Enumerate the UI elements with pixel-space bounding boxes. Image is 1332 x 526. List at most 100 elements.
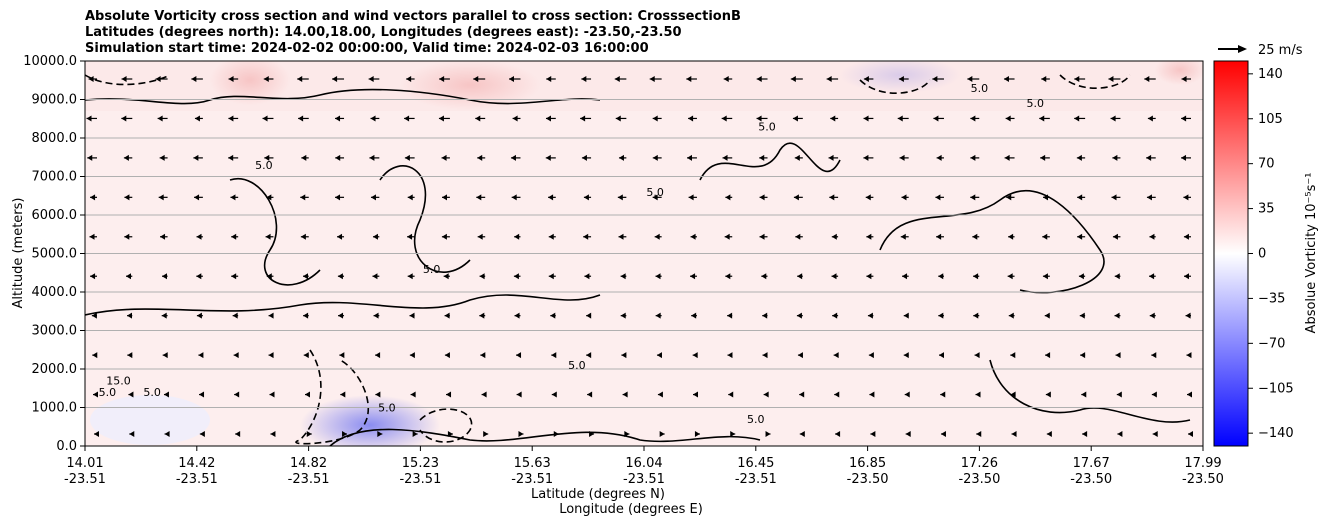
wind-vector-head [191,76,197,82]
wind-vector-head [194,115,200,122]
wind-vector-head [1005,115,1011,122]
wind-vector-head [765,431,771,437]
wind-vector-head [446,391,452,398]
wind-vector-head [1183,194,1189,201]
wind-vector-head [1181,76,1187,82]
wind-vector-head [828,154,834,161]
contour-label: 5.0 [971,82,989,95]
y-tick-label: 10000.0 [23,54,77,69]
wind-vector-head [972,233,978,240]
y-tick-label: 7000.0 [32,170,78,185]
wind-vector-head [263,76,269,82]
wind-vector-head [1081,391,1087,398]
wind-vector-head [370,194,376,201]
wind-vector-head [938,352,944,359]
contour-line [295,349,370,445]
wind-vector-head [123,154,129,161]
wind-vector-head [756,115,762,122]
wind-vector-head [866,233,872,240]
y-tick-label: 1000.0 [32,401,78,416]
wind-vector-head [970,154,976,161]
wind-vector-head [233,352,239,359]
wind-vector-head [617,194,623,201]
x-tick-label-longitude: -23.50 [847,472,889,487]
wind-vector-head [902,273,908,280]
wind-vector-head [792,115,798,122]
wind-vector-head [1080,352,1086,359]
wind-vector-head [933,115,939,122]
wind-vector-head [1183,233,1189,240]
wind-vector-head [1039,115,1045,122]
x-tick-label-longitude: -23.50 [1182,472,1224,487]
wind-vector-head [479,312,485,319]
wind-vector-head [1114,273,1120,280]
wind-vector-head [721,115,727,122]
x-tick-label-longitude: -23.51 [511,472,553,487]
wind-vector-head [268,312,274,319]
wind-vector-head [126,273,132,280]
wind-vector-head [652,154,658,161]
wind-vector-head [830,115,836,122]
contour-label: 5.0 [378,401,396,414]
wind-vector-head [409,312,415,319]
wind-vector-head [337,233,343,240]
wind-vector-head [1044,312,1050,319]
wind-vector-head [518,431,524,437]
wind-vector-head [688,194,694,201]
wind-vector-head [970,115,976,122]
contour-label: 5.0 [568,359,586,372]
wind-vector-head [198,352,204,359]
wind-vector-head [725,194,731,201]
wind-vector-head [368,76,374,82]
colorbar-tick-label: −105 [1258,381,1294,396]
wind-vector-head [1042,233,1048,240]
wind-vector-head [687,154,693,161]
wind-vector-head [232,312,238,319]
wind-vector-head [692,391,698,398]
wind-vector-head [1008,312,1014,319]
wind-vector-head [1185,312,1191,319]
wind-vector-head [834,391,840,398]
wind-vector-head [302,273,308,280]
wind-vector-head [298,115,304,122]
wind-vector-head [976,431,982,437]
wind-vector-head [553,431,559,437]
wind-vector-head [548,194,554,201]
wind-vector-head [973,273,979,280]
wind-vector-head [163,391,169,398]
wind-vector-head [124,194,130,201]
wind-vector-head [157,115,163,122]
wind-vector-head [337,273,343,280]
wind-vector-head [938,312,944,319]
wind-vector-head [438,115,444,122]
contour-label: 5.0 [1027,97,1045,110]
wind-vector-head [1181,154,1187,161]
wind-vector-head [901,194,907,201]
wind-vector-head [620,312,626,319]
wind-vector-head [688,115,694,122]
wind-vector-head [1184,273,1189,280]
wind-vector-head [231,273,237,280]
wind-vector-head [970,194,976,201]
contour-line [699,142,841,181]
wind-vector-head [940,391,946,398]
wind-vector-head [404,115,410,122]
wind-vector-head [510,154,516,161]
wind-vector-head [159,154,165,161]
contour-lines [85,88,1191,446]
wind-vector-head [1117,431,1123,437]
contour-line [1059,74,1131,89]
wind-vector-head [128,391,134,398]
wind-vector-head [473,76,479,82]
y-axis: 0.0 1000.0 2000.0 3000.0 4000.0 5000.0 6000.0 7… [23,54,85,454]
wind-vector-head [1045,391,1051,398]
wind-vector-head [89,233,95,240]
wind-vector-head [300,233,306,240]
wind-vector-head [194,194,200,201]
wind-vector-head [728,391,734,398]
wind-vector-head [303,312,309,319]
wind-vector-head [516,352,522,359]
wind-vector-head [686,76,692,82]
wind-vector-head [443,273,449,280]
